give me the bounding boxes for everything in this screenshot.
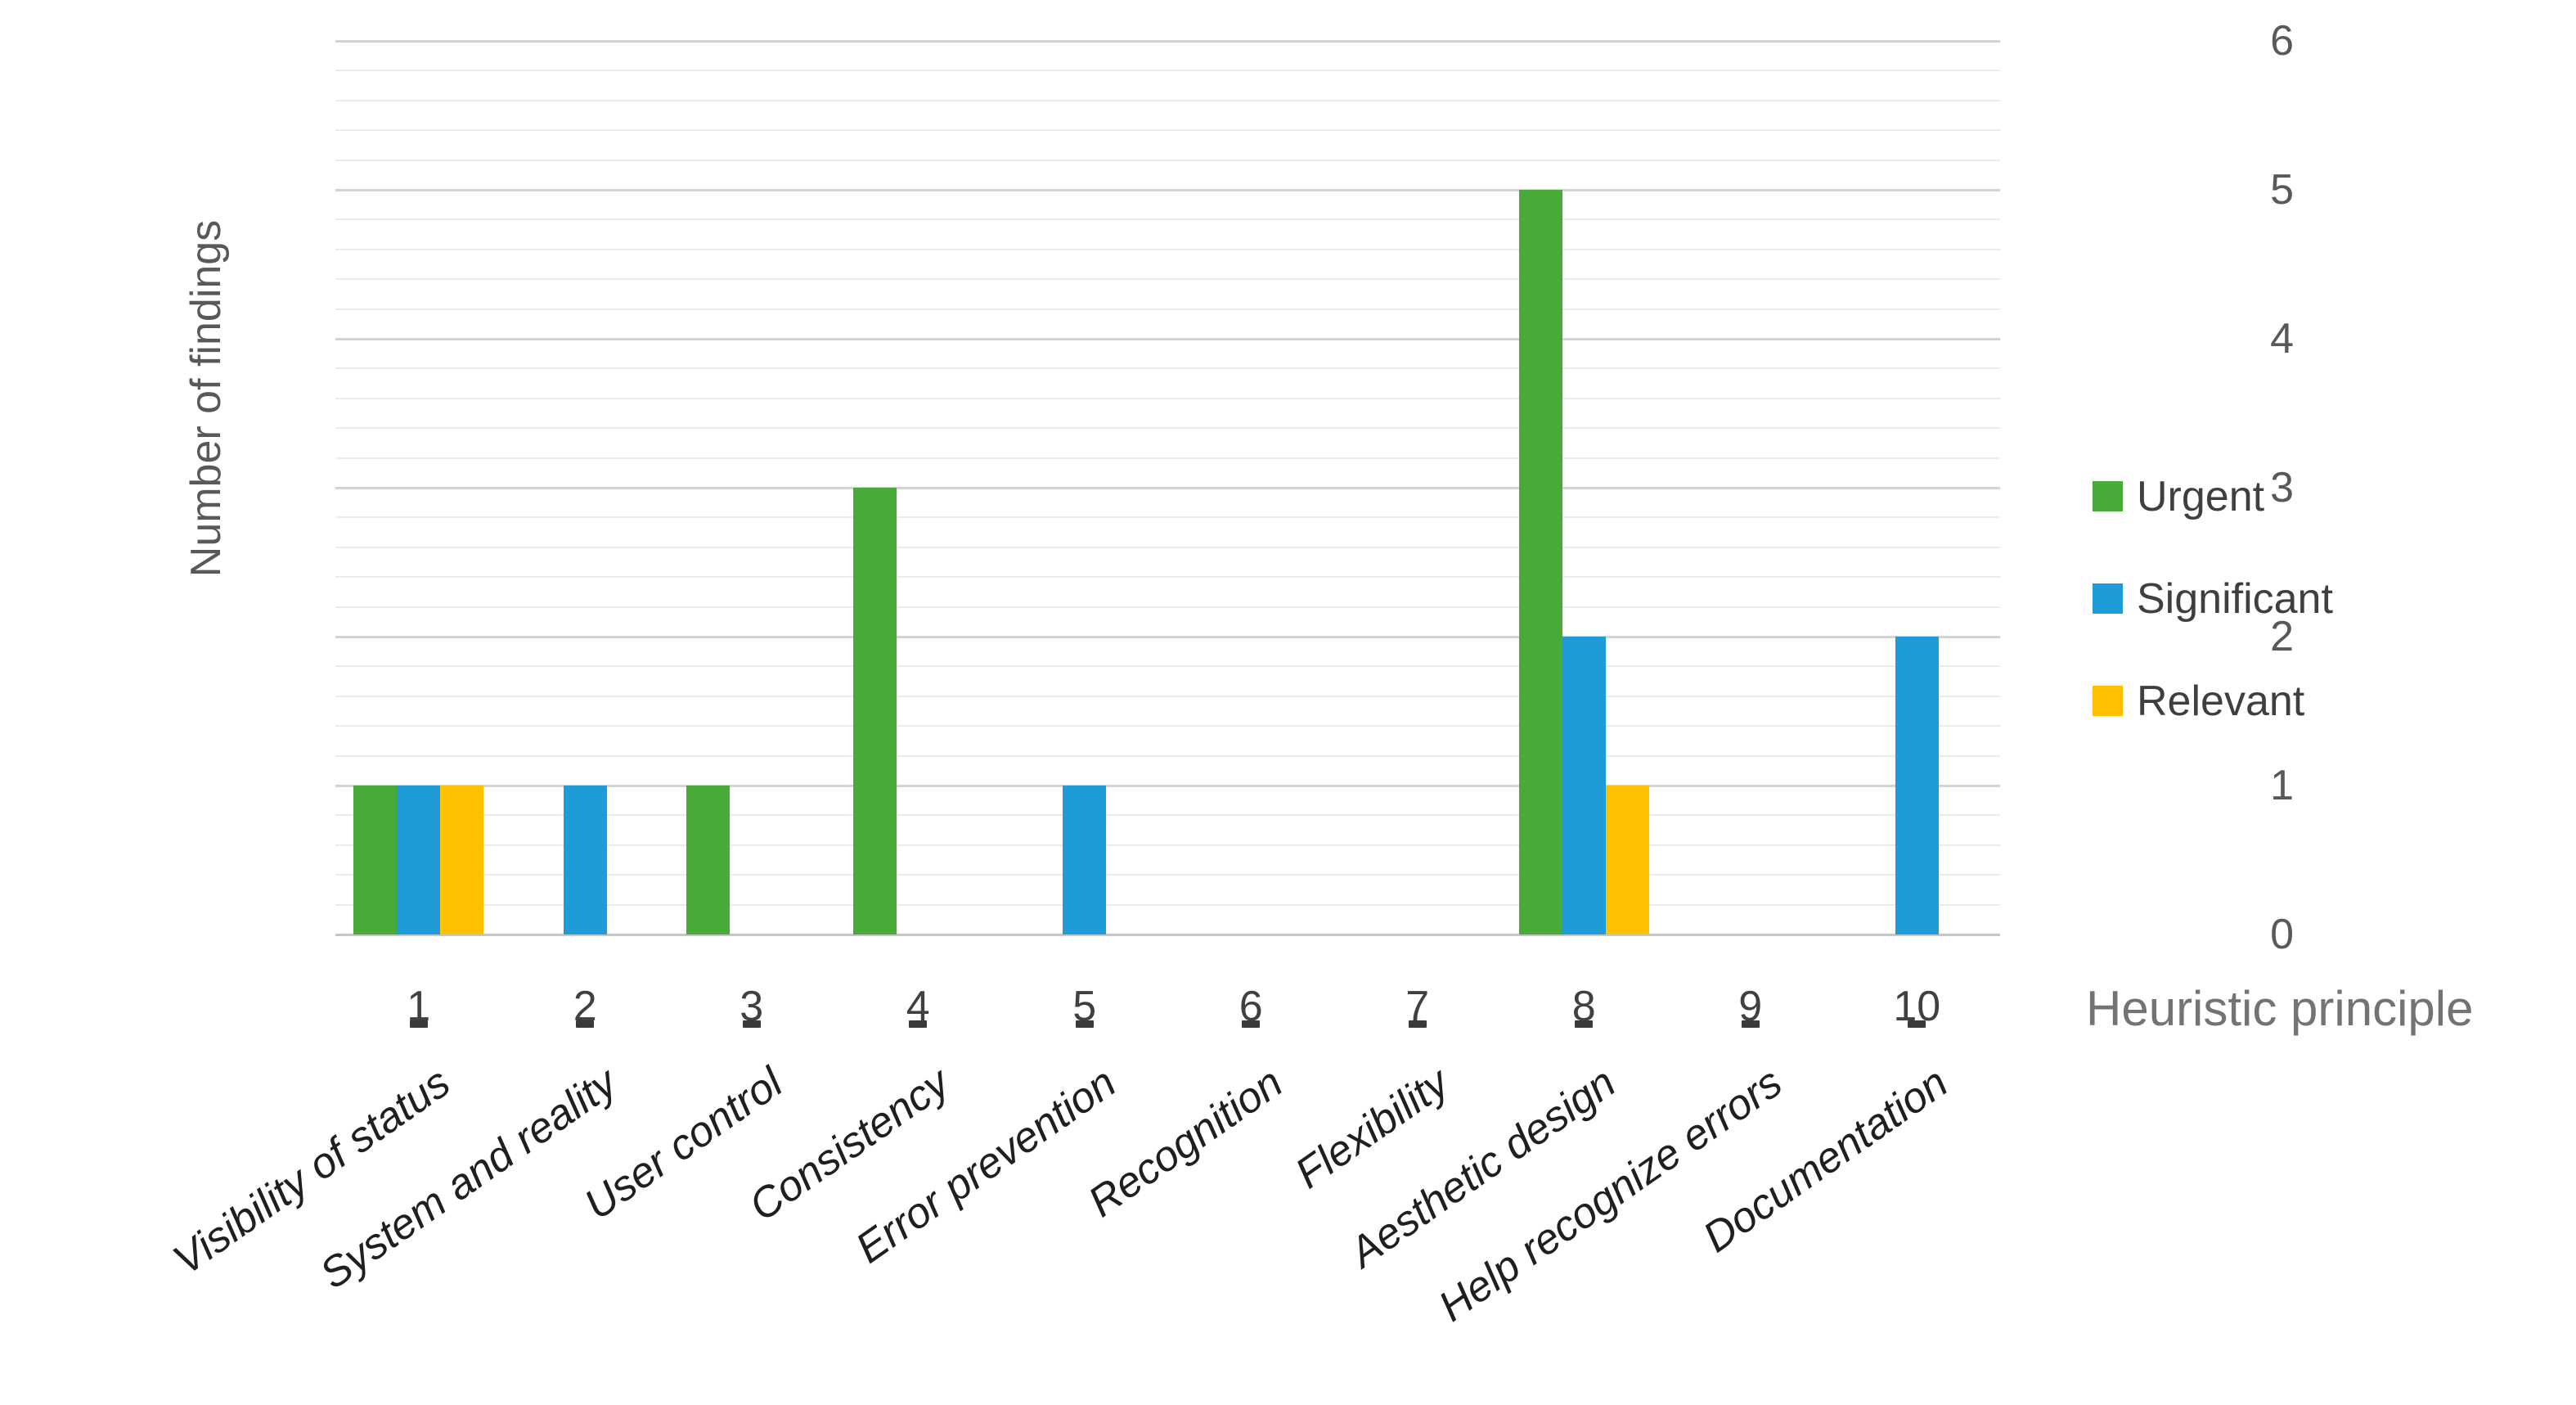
legend-label: Relevant — [2137, 678, 2305, 725]
minor-gridline — [335, 844, 2000, 846]
x-axis-tick-mark — [576, 1020, 595, 1028]
x-axis-tick-mark — [1908, 1020, 1926, 1028]
bar-urgent-cat4 — [852, 488, 897, 934]
minor-gridline — [335, 99, 2000, 101]
legend-swatch-relevant — [2093, 686, 2123, 716]
minor-gridline — [335, 278, 2000, 281]
bar-significant-cat8 — [1562, 637, 1606, 934]
minor-gridline — [335, 367, 2000, 370]
y-axis-tick-label: 2 — [2270, 613, 2294, 660]
legend-swatch-urgent — [2093, 481, 2123, 511]
major-gridline — [335, 487, 2000, 489]
bar-urgent-cat8 — [1518, 190, 1562, 934]
minor-gridline — [335, 814, 2000, 817]
minor-gridline — [335, 427, 2000, 430]
minor-gridline — [335, 546, 2000, 548]
minor-gridline — [335, 516, 2000, 519]
bar-urgent-cat1 — [353, 786, 398, 934]
minor-gridline — [335, 695, 2000, 697]
minor-gridline — [335, 725, 2000, 727]
x-axis-tick-mark — [1741, 1020, 1760, 1028]
y-axis-tick-label: 3 — [2270, 464, 2294, 511]
minor-gridline — [335, 665, 2000, 668]
minor-gridline — [335, 308, 2000, 310]
major-gridline — [335, 189, 2000, 191]
bar-relevant-cat1 — [440, 786, 484, 934]
x-axis-tick-mark — [1075, 1020, 1094, 1028]
bar-relevant-cat8 — [1605, 786, 1649, 934]
minor-gridline — [335, 457, 2000, 459]
minor-gridline — [335, 754, 2000, 757]
x-axis-tick-mark — [742, 1020, 761, 1028]
bar-significant-cat2 — [563, 786, 607, 934]
x-axis-title: Heuristic principle — [2086, 981, 2474, 1036]
minor-gridline — [335, 218, 2000, 221]
minor-gridline — [335, 248, 2000, 250]
x-axis-tick-mark — [1408, 1020, 1427, 1028]
minor-gridline — [335, 159, 2000, 161]
minor-gridline — [335, 576, 2000, 579]
y-axis-tick-label: 6 — [2270, 17, 2294, 65]
y-axis-tick-label: 1 — [2270, 762, 2294, 809]
minor-gridline — [335, 606, 2000, 608]
minor-gridline — [335, 129, 2000, 132]
x-category-label: System and reality — [311, 1058, 626, 1299]
minor-gridline — [335, 874, 2000, 876]
legend-label: Significant — [2137, 575, 2333, 623]
y-axis-tick-label: 0 — [2270, 911, 2294, 958]
x-axis-tick-mark — [409, 1020, 428, 1028]
minor-gridline — [335, 903, 2000, 906]
legend-swatch-significant — [2093, 583, 2123, 614]
bar-significant-cat10 — [1895, 637, 1939, 934]
x-category-label: Visibility of status — [164, 1058, 459, 1285]
minor-gridline — [335, 70, 2000, 72]
bar-significant-cat1 — [397, 786, 441, 934]
major-gridline — [335, 785, 2000, 787]
major-gridline — [335, 40, 2000, 43]
x-axis-tick-mark — [909, 1020, 928, 1028]
bar-significant-cat5 — [1063, 786, 1107, 934]
legend-label: Urgent — [2137, 473, 2265, 520]
major-gridline — [335, 636, 2000, 638]
x-axis-line — [335, 934, 2000, 936]
x-axis-tick-mark — [1575, 1020, 1594, 1028]
x-axis-tick-mark — [1242, 1020, 1261, 1028]
major-gridline — [335, 338, 2000, 340]
y-axis-tick-label: 5 — [2270, 166, 2294, 214]
bar-urgent-cat3 — [686, 786, 731, 934]
y-axis-tick-label: 4 — [2270, 315, 2294, 363]
y-axis-title: Number of findings — [182, 219, 230, 578]
minor-gridline — [335, 397, 2000, 399]
